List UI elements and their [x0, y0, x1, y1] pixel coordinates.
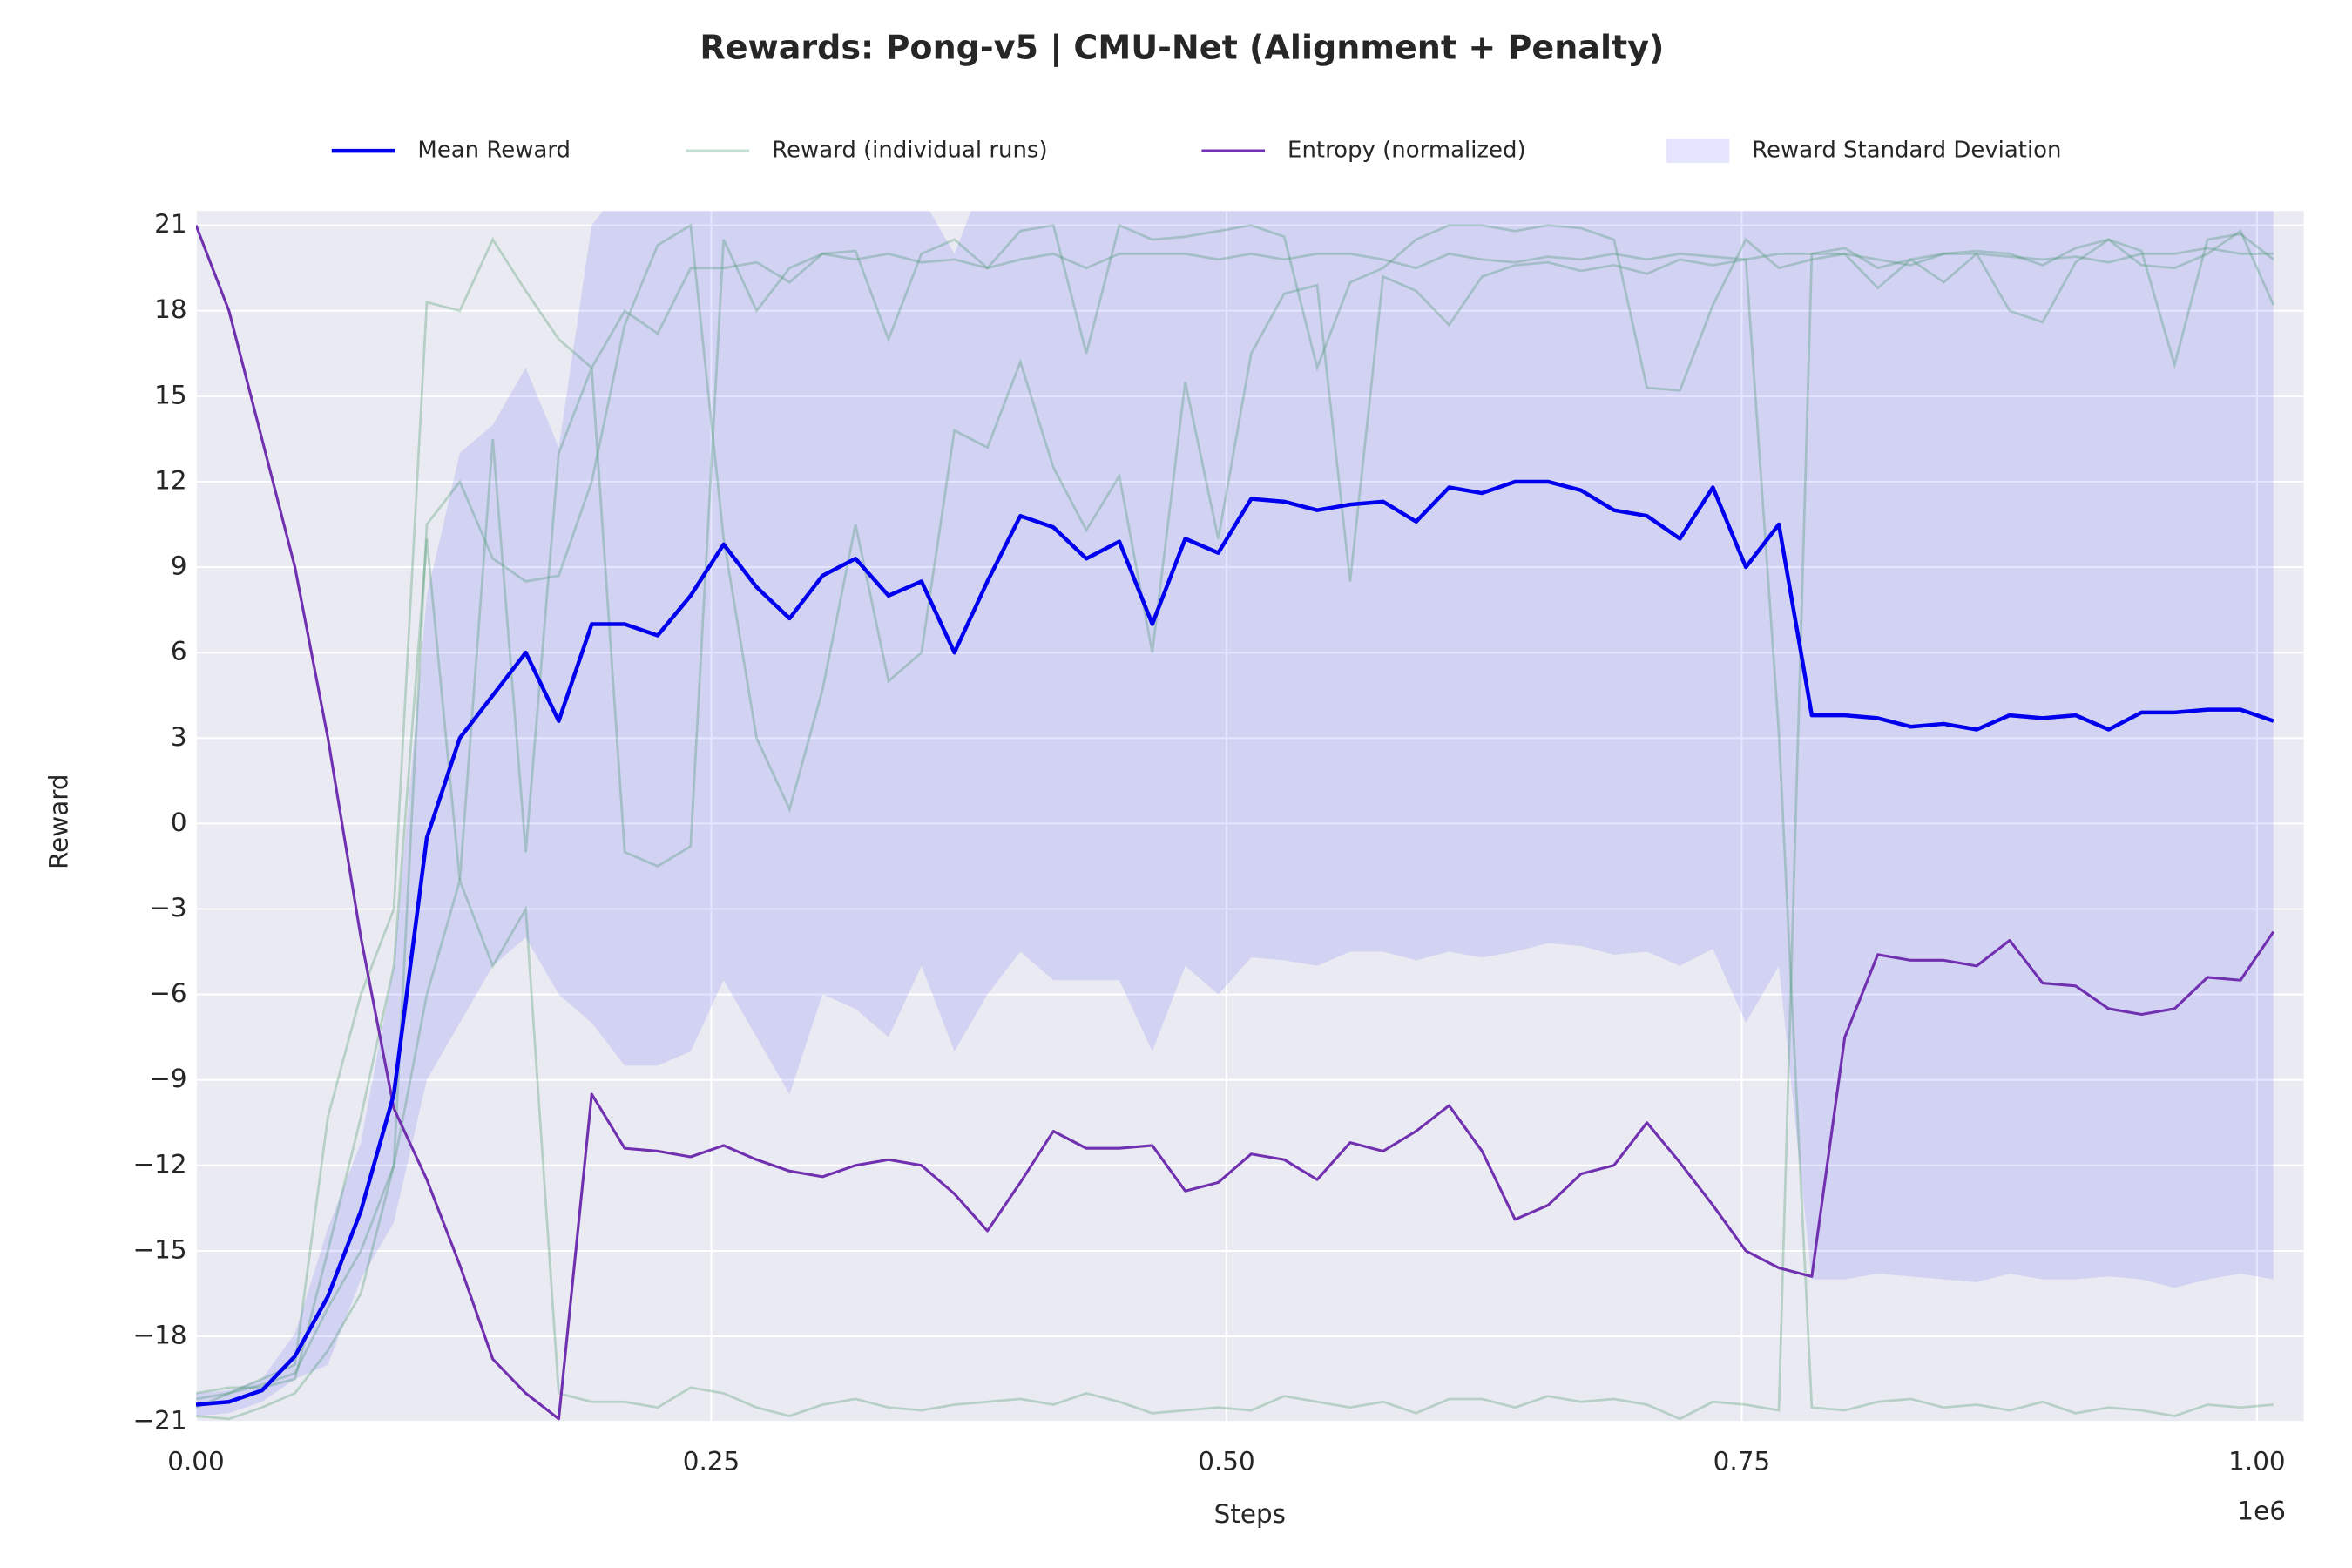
- x-tick-label: 1.00: [2228, 1446, 2285, 1476]
- marks: [196, 211, 2275, 1421]
- y-tick-label: 21: [154, 209, 186, 239]
- run-line: [196, 223, 2274, 1417]
- std-band: [196, 211, 2274, 1416]
- run-line: [196, 229, 2275, 1421]
- y-tick-label: −9: [149, 1064, 186, 1093]
- y-tick-label: −12: [133, 1149, 187, 1179]
- y-tick-label: 3: [171, 722, 187, 752]
- legend: Mean Reward Reward (individual runs) Entro…: [331, 138, 2062, 164]
- run-line: [196, 223, 2274, 1395]
- x-tick-label: 0.50: [1198, 1446, 1254, 1476]
- entropy-line: [196, 225, 2275, 1421]
- y-axis-label: Reward: [44, 774, 74, 870]
- plot-area: [196, 211, 2304, 1423]
- run-line: [196, 237, 2274, 1409]
- legend-label: Mean Reward: [417, 138, 571, 164]
- y-tick-label: 9: [171, 551, 187, 581]
- y-tick-label: −6: [149, 978, 186, 1008]
- y-tick-label: −21: [133, 1406, 187, 1436]
- x-axis-label: Steps: [1214, 1499, 1286, 1529]
- y-tick-label: −18: [133, 1321, 187, 1350]
- chart-title: Rewards: Pong-v5 | CMU-Net (Alignment + …: [700, 29, 1664, 67]
- x-tick-label: 0.75: [1713, 1446, 1770, 1476]
- legend-label: Entropy (normalized): [1288, 138, 1526, 164]
- mean-line: [196, 479, 2274, 1407]
- y-tick-label: 12: [154, 465, 186, 495]
- y-tick-label: 15: [154, 380, 186, 409]
- legend-label: Reward Standard Deviation: [1752, 138, 2061, 164]
- x-tick-label: 0.25: [683, 1446, 740, 1476]
- legend-label: Reward (individual runs): [772, 138, 1047, 164]
- y-tick-label: 6: [171, 637, 187, 666]
- x-offset-label: 1e6: [2237, 1496, 2286, 1525]
- y-tick-label: −3: [149, 893, 186, 923]
- y-tick-label: 18: [154, 294, 186, 324]
- grid: [194, 211, 2304, 1423]
- legend-swatch: [1666, 139, 1730, 163]
- x-tick-label: 0.00: [167, 1446, 224, 1476]
- labels: −21 −18 −15 −12 −9 −6 −3 0 3 6 9 12 15 18 21 0.00 0.25 0.…: [133, 209, 2286, 1476]
- y-tick-label: −15: [133, 1234, 187, 1264]
- y-tick-label: 0: [171, 808, 187, 837]
